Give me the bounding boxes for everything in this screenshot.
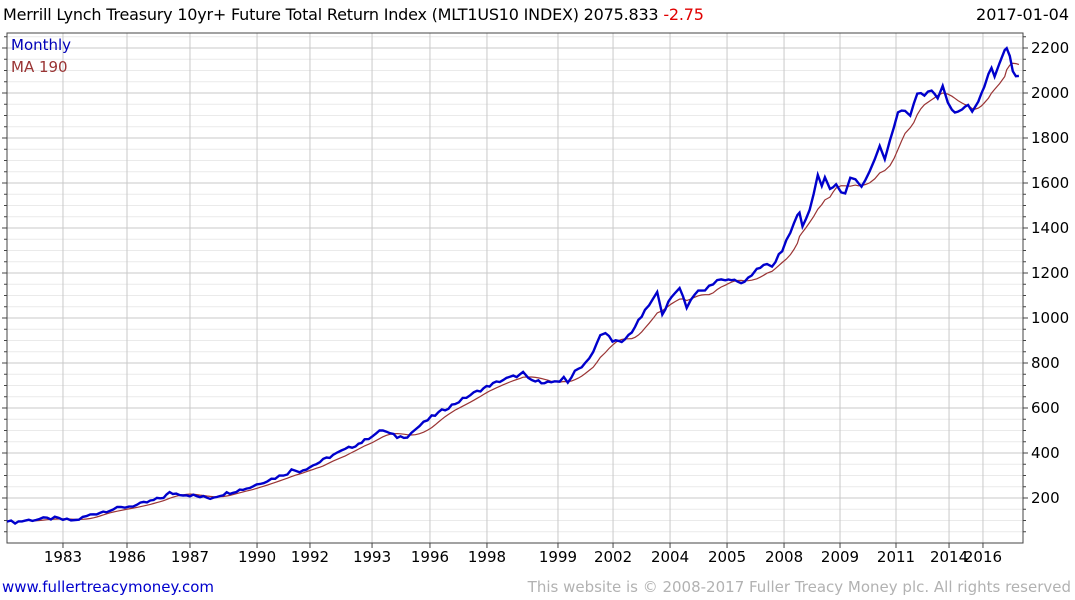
- x-axis-label: 2011: [877, 548, 915, 566]
- x-axis-label: 2009: [821, 548, 859, 566]
- x-axis-label: 2002: [594, 548, 632, 566]
- price-line: [6, 46, 1020, 525]
- y-axis-label: 2200: [1031, 39, 1069, 57]
- x-axis-label: 1993: [353, 548, 391, 566]
- y-axis-label: 2000: [1031, 84, 1069, 102]
- x-axis-label: 1999: [539, 548, 577, 566]
- x-axis-label: 2004: [651, 548, 689, 566]
- y-axis-label: 200: [1031, 489, 1060, 507]
- x-axis-label: 1990: [238, 548, 276, 566]
- plot-border: [6, 32, 1024, 544]
- y-axis-label: 400: [1031, 444, 1060, 462]
- page-footer: www.fullertreacymoney.com This website i…: [0, 576, 1075, 596]
- chart-header: Merrill Lynch Treasury 10yr+ Future Tota…: [3, 5, 1072, 29]
- x-axis-label: 1986: [108, 548, 146, 566]
- x-axis-label: 2014: [930, 548, 968, 566]
- x-axis-label: 1992: [291, 548, 329, 566]
- legend-series-monthly: Monthly: [11, 36, 72, 54]
- site-link[interactable]: www.fullertreacymoney.com: [2, 578, 215, 596]
- y-axis-label: 1000: [1031, 309, 1069, 327]
- x-axis-label: 2008: [765, 548, 803, 566]
- chart-date: 2017-01-04: [976, 5, 1069, 24]
- y-axis-label: 1800: [1031, 129, 1069, 147]
- x-axis-label: 1983: [44, 548, 82, 566]
- chart-change-value: -2.75: [663, 5, 704, 24]
- y-axis-label: 1600: [1031, 174, 1069, 192]
- y-axis-label: 1400: [1031, 219, 1069, 237]
- plot-area: [7, 33, 1023, 543]
- y-axis-label: 1200: [1031, 264, 1069, 282]
- chart-title: Merrill Lynch Treasury 10yr+ Future Tota…: [3, 5, 659, 24]
- chart-legend: Monthly MA 190: [11, 34, 71, 78]
- x-axis-label: 2005: [708, 548, 746, 566]
- y-axis-label: 800: [1031, 354, 1060, 372]
- y-axis-label: 600: [1031, 399, 1060, 417]
- legend-series-ma190: MA 190: [11, 58, 68, 76]
- x-axis-label: 1996: [411, 548, 449, 566]
- price-chart-canvas: 200 400 600 800 1000 1200 1400 1600 1800 2000 2200…: [2, 32, 1069, 566]
- copyright-text: This website is © 2008-2017 Fuller Treac…: [527, 578, 1071, 596]
- x-axis-label: 1998: [468, 548, 506, 566]
- x-axis-label: 2016: [964, 548, 1002, 566]
- x-axis-label: 1987: [171, 548, 209, 566]
